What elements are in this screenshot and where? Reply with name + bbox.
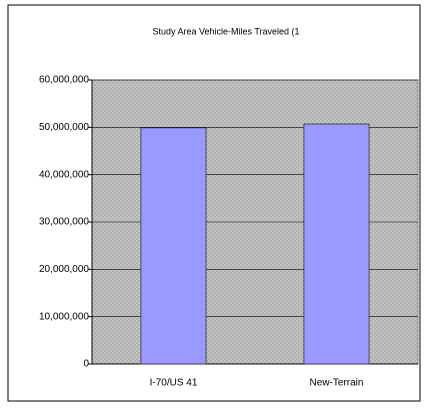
x-tick-label: I-70/US 41 xyxy=(150,378,198,389)
y-tick-label: 20,000,000 xyxy=(39,264,89,275)
bar xyxy=(140,127,207,365)
y-tick-label: 10,000,000 xyxy=(39,311,89,322)
y-tick-label: 60,000,000 xyxy=(39,75,89,86)
y-tick-label: 50,000,000 xyxy=(39,122,89,133)
y-tick-label: 30,000,000 xyxy=(39,217,89,228)
chart-title: Study Area Vehicle-Miles Traveled (1 xyxy=(152,26,299,36)
x-tick-label: New-Terrain xyxy=(310,378,364,389)
y-tick-label: 40,000,000 xyxy=(39,169,89,180)
y-tick-label: 0 xyxy=(83,359,89,370)
bar xyxy=(303,123,370,365)
